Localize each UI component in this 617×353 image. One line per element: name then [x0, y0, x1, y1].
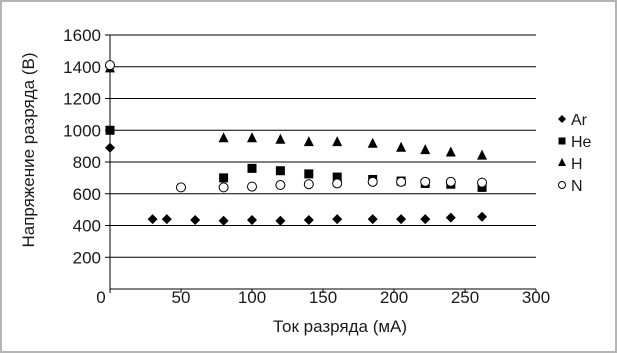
legend-marker-ar [558, 115, 566, 123]
legend: Ar He HN [558, 112, 592, 195]
point-ar [445, 212, 456, 223]
point-he [219, 173, 229, 183]
x-tick-label: 150 [309, 288, 337, 307]
point-he [304, 169, 314, 179]
point-he [105, 125, 115, 135]
legend-label-ar: Ar [571, 112, 588, 129]
point-h [420, 144, 431, 155]
y-tick-label: 1400 [63, 58, 101, 77]
legend-label-h: H [571, 156, 583, 173]
point-ar [420, 214, 431, 225]
point-ar [147, 214, 158, 225]
point-h [445, 146, 456, 157]
legend-marker-h [558, 158, 566, 166]
point-ar [105, 142, 115, 153]
point-n [420, 176, 431, 187]
x-tick-label: 50 [172, 288, 191, 307]
point-n [396, 176, 407, 187]
x-tick-label: 0 [96, 288, 105, 307]
y-tick-label: 600 [73, 185, 101, 204]
point-ar [190, 214, 201, 225]
point-n [367, 176, 378, 187]
x-tick-label: 200 [380, 288, 408, 307]
point-he [275, 166, 285, 176]
y-tick-label: 1600 [63, 26, 101, 45]
legend-marker-n [558, 181, 566, 189]
point-h [275, 133, 286, 144]
x-tick-labels: 0 50 100 150 200 250 300 [96, 288, 550, 307]
point-n [332, 178, 343, 189]
point-ar [367, 214, 378, 225]
point-n [105, 60, 115, 71]
point-n [303, 179, 314, 190]
point-h [477, 149, 488, 160]
point-n [275, 180, 286, 191]
y-tick-label: 800 [73, 153, 101, 172]
y-tick-label: 1000 [63, 121, 101, 140]
legend-label-n: N [571, 178, 583, 195]
point-n [477, 177, 488, 188]
point-h [396, 141, 407, 152]
point-h [332, 136, 343, 147]
point-ar [477, 211, 488, 222]
point-ar [218, 215, 229, 226]
point-h [303, 136, 314, 147]
point-n [247, 181, 257, 192]
point-ar [396, 214, 407, 225]
y-tick-label: 400 [73, 217, 101, 236]
y-axis-title: Напряжение разряда (В) [19, 52, 38, 247]
point-h [218, 132, 229, 143]
point-n [176, 182, 186, 193]
point-ar [332, 214, 343, 225]
y-tick-label: 1200 [63, 90, 101, 109]
data-points [105, 60, 488, 226]
y-tick-labels: 200 400 600 800 1000 1200 1400 1600 [63, 26, 101, 267]
point-ar [161, 214, 172, 225]
x-axis-title: Ток разряда (мА) [273, 317, 407, 336]
x-tick-label: 300 [522, 288, 550, 307]
point-he [247, 163, 257, 173]
point-h [247, 132, 257, 143]
point-ar [275, 215, 286, 226]
point-n [445, 176, 456, 187]
point-ar [247, 214, 257, 225]
x-tick-label: 100 [238, 288, 266, 307]
point-he [332, 172, 342, 182]
legend-marker-he [558, 137, 566, 145]
point-h [367, 137, 378, 148]
x-tick-label: 250 [451, 288, 479, 307]
grid [110, 34, 536, 258]
point-n [218, 182, 229, 193]
point-ar [303, 214, 314, 225]
y-tick-label: 200 [73, 248, 101, 267]
legend-label-he: He [571, 134, 592, 151]
axes [105, 34, 537, 293]
